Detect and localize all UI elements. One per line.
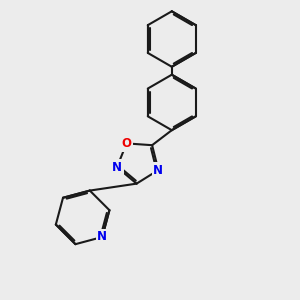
- Text: N: N: [97, 230, 107, 244]
- Text: O: O: [122, 137, 132, 150]
- Text: N: N: [153, 164, 163, 177]
- Text: N: N: [112, 161, 122, 174]
